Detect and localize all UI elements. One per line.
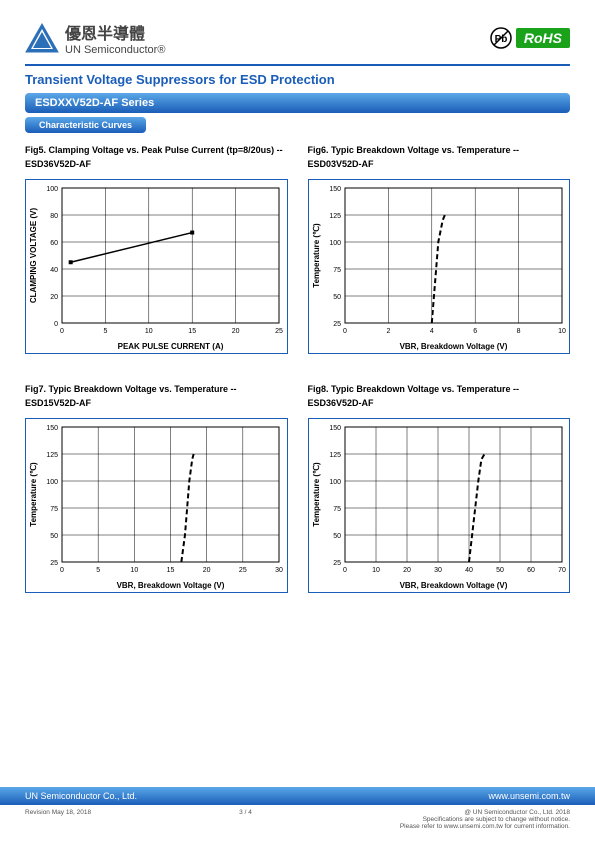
svg-text:Temperature (℃): Temperature (℃) xyxy=(312,223,321,288)
svg-text:25: 25 xyxy=(275,328,283,335)
chart-cell-fig6: Fig6. Typic Breakdown Voltage vs. Temper… xyxy=(308,143,571,354)
footer-url: www.unsemi.com.tw xyxy=(488,791,570,801)
svg-text:30: 30 xyxy=(434,567,442,574)
svg-text:Temperature (℃): Temperature (℃) xyxy=(312,462,321,527)
svg-text:10: 10 xyxy=(558,328,566,335)
footer-bar: UN Semiconductor Co., Ltd. www.unsemi.co… xyxy=(0,787,595,805)
chart-caption: Fig5. Clamping Voltage vs. Peak Pulse Cu… xyxy=(25,143,288,173)
svg-text:60: 60 xyxy=(50,240,58,247)
svg-text:75: 75 xyxy=(333,506,341,513)
svg-text:10: 10 xyxy=(145,328,153,335)
chart-grid: Fig5. Clamping Voltage vs. Peak Pulse Cu… xyxy=(25,143,570,593)
svg-text:60: 60 xyxy=(527,567,535,574)
svg-text:0: 0 xyxy=(343,567,347,574)
svg-text:20: 20 xyxy=(203,567,211,574)
svg-text:20: 20 xyxy=(232,328,240,335)
svg-text:10: 10 xyxy=(372,567,380,574)
page-content: 優恩半導體 UN Semiconductor® Pb RoHS Transien… xyxy=(0,0,595,593)
svg-text:10: 10 xyxy=(130,567,138,574)
svg-text:25: 25 xyxy=(333,560,341,567)
svg-text:100: 100 xyxy=(329,240,341,247)
svg-text:CLAMPING VOLTAGE (V): CLAMPING VOLTAGE (V) xyxy=(29,208,38,304)
svg-text:50: 50 xyxy=(333,294,341,301)
svg-text:40: 40 xyxy=(465,567,473,574)
svg-text:80: 80 xyxy=(50,213,58,220)
chart-caption: Fig6. Typic Breakdown Voltage vs. Temper… xyxy=(308,143,571,173)
svg-text:0: 0 xyxy=(54,321,58,328)
svg-text:15: 15 xyxy=(167,567,175,574)
footer-note2: Please refer to www.unsemi.com.tw for cu… xyxy=(400,823,570,830)
chart-fig6: 0 2 4 6 8 10 25 50 75 100 125 150 Temperature (℃) VBR… xyxy=(308,179,571,354)
company-name-en: UN Semiconductor® xyxy=(65,44,165,56)
footer-meta: Revision May 18, 2018 3 / 4 @ UN Semicon… xyxy=(0,805,595,842)
header-divider xyxy=(25,64,570,66)
footer-revision: Revision May 18, 2018 xyxy=(25,809,91,830)
chart-fig8: 0 10 20 30 40 50 60 70 25 50 75 100 125 150 Temperatur… xyxy=(308,418,571,593)
svg-text:50: 50 xyxy=(50,533,58,540)
svg-text:0: 0 xyxy=(60,328,64,335)
chart-cell-fig7: Fig7. Typic Breakdown Voltage vs. Temper… xyxy=(25,382,288,593)
header-row: 優恩半導體 UN Semiconductor® Pb RoHS xyxy=(25,20,570,56)
chart-fig7: 0 5 10 15 20 25 30 25 50 75 100 125 150 Temperature (… xyxy=(25,418,288,593)
svg-text:6: 6 xyxy=(473,328,477,335)
svg-text:75: 75 xyxy=(333,267,341,274)
footer-page: 3 / 4 xyxy=(239,809,252,830)
svg-text:150: 150 xyxy=(329,425,341,432)
svg-text:0: 0 xyxy=(343,328,347,335)
svg-text:2: 2 xyxy=(386,328,390,335)
svg-text:125: 125 xyxy=(46,452,58,459)
svg-text:0: 0 xyxy=(60,567,64,574)
svg-text:4: 4 xyxy=(429,328,433,335)
svg-text:15: 15 xyxy=(188,328,196,335)
chart-caption: Fig7. Typic Breakdown Voltage vs. Temper… xyxy=(25,382,288,412)
compliance-badges: Pb RoHS xyxy=(490,27,570,49)
svg-text:150: 150 xyxy=(329,186,341,193)
svg-text:100: 100 xyxy=(329,479,341,486)
chart-caption: Fig8. Typic Breakdown Voltage vs. Temper… xyxy=(308,382,571,412)
main-title: Transient Voltage Suppressors for ESD Pr… xyxy=(25,72,570,87)
rohs-badge: RoHS xyxy=(516,28,570,48)
svg-text:20: 20 xyxy=(403,567,411,574)
svg-text:20: 20 xyxy=(50,294,58,301)
series-band: ESDXXV52D-AF Series xyxy=(25,93,570,113)
footer-note1: Specifications are subject to change wit… xyxy=(400,816,570,823)
svg-text:100: 100 xyxy=(46,186,58,193)
chart-cell-fig8: Fig8. Typic Breakdown Voltage vs. Temper… xyxy=(308,382,571,593)
company-text: 優恩半導體 UN Semiconductor® xyxy=(65,20,165,56)
svg-text:5: 5 xyxy=(96,567,100,574)
svg-text:VBR, Breakdown Voltage (V): VBR, Breakdown Voltage (V) xyxy=(117,581,225,590)
svg-text:25: 25 xyxy=(333,321,341,328)
svg-text:25: 25 xyxy=(239,567,247,574)
footer: UN Semiconductor Co., Ltd. www.unsemi.co… xyxy=(0,787,595,842)
company-logo-icon xyxy=(25,23,59,53)
svg-text:125: 125 xyxy=(329,452,341,459)
svg-text:PEAK PULSE CURRENT (A): PEAK PULSE CURRENT (A) xyxy=(118,342,224,351)
company-name-cn: 優恩半導體 xyxy=(65,20,165,44)
svg-text:100: 100 xyxy=(46,479,58,486)
pbfree-icon: Pb xyxy=(490,27,512,49)
svg-text:30: 30 xyxy=(275,567,283,574)
chart-fig5: 0 5 10 15 20 25 0 20 40 60 80 100 CLAMPING VOLTAGE (… xyxy=(25,179,288,354)
svg-text:Temperature (℃): Temperature (℃) xyxy=(29,462,38,527)
svg-text:50: 50 xyxy=(496,567,504,574)
footer-copyright: @ UN Semiconductor Co., Ltd. 2018 xyxy=(400,809,570,816)
svg-text:VBR, Breakdown Voltage (V): VBR, Breakdown Voltage (V) xyxy=(399,581,507,590)
svg-text:25: 25 xyxy=(50,560,58,567)
svg-text:150: 150 xyxy=(46,425,58,432)
svg-text:70: 70 xyxy=(558,567,566,574)
svg-text:40: 40 xyxy=(50,267,58,274)
svg-text:125: 125 xyxy=(329,213,341,220)
footer-company: UN Semiconductor Co., Ltd. xyxy=(25,791,137,801)
logo-block: 優恩半導體 UN Semiconductor® xyxy=(25,20,165,56)
footer-notes: @ UN Semiconductor Co., Ltd. 2018 Specif… xyxy=(400,809,570,830)
svg-text:VBR, Breakdown Voltage (V): VBR, Breakdown Voltage (V) xyxy=(399,342,507,351)
chart-cell-fig5: Fig5. Clamping Voltage vs. Peak Pulse Cu… xyxy=(25,143,288,354)
section-band: Characteristic Curves xyxy=(25,117,146,133)
svg-text:50: 50 xyxy=(333,533,341,540)
svg-text:5: 5 xyxy=(103,328,107,335)
svg-text:8: 8 xyxy=(516,328,520,335)
svg-text:75: 75 xyxy=(50,506,58,513)
